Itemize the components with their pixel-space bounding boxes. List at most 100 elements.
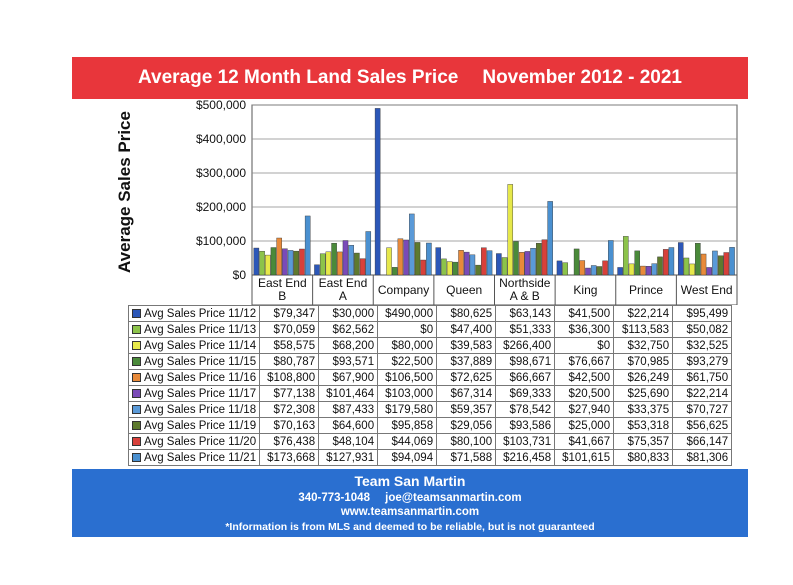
data-label: $93,571 xyxy=(318,353,379,370)
bar xyxy=(556,260,563,276)
data-label: $25,000 xyxy=(554,417,615,434)
data-label: $30,000 xyxy=(318,305,379,322)
series-name: Avg Sales Price 11/18 xyxy=(144,403,257,416)
legend-swatch xyxy=(132,404,141,414)
bar-chart: $0 $100,000 $200,000 $300,000 $400,000 $500,0… xyxy=(196,98,738,305)
data-label: $27,940 xyxy=(554,401,615,418)
y-tick-label: $400,000 xyxy=(196,132,246,146)
footer-website[interactable]: www.teamsanmartin.com xyxy=(340,506,480,518)
series-name: Avg Sales Price 11/12 xyxy=(144,307,257,320)
bar xyxy=(634,250,640,276)
legend-swatch xyxy=(132,388,141,398)
data-label: $95,858 xyxy=(377,417,438,434)
x-tick-label: Queen xyxy=(446,283,482,297)
x-tick-label: A & B xyxy=(510,289,540,303)
legend-swatch xyxy=(132,308,141,318)
data-label: $80,787 xyxy=(259,353,320,370)
y-tick-label: $300,000 xyxy=(196,166,246,180)
legend-entry: Avg Sales Price 11/12 xyxy=(127,305,261,322)
bar xyxy=(365,231,372,276)
series-name: Avg Sales Price 11/17 xyxy=(144,387,257,400)
data-label: $47,400 xyxy=(436,321,497,338)
bar xyxy=(374,108,381,276)
data-label: $127,931 xyxy=(318,449,379,466)
legend-swatch xyxy=(132,420,141,430)
bar xyxy=(270,247,277,276)
y-tick-label: $500,000 xyxy=(196,98,246,112)
data-table: Avg Sales Price 11/12 $79,347 $30,000 $490,… xyxy=(127,305,733,466)
table-row: Avg Sales Price 11/19 $70,163 $64,600 $95,8… xyxy=(127,417,733,434)
data-label: $81,306 xyxy=(672,449,733,466)
bar xyxy=(475,264,481,276)
legend-entry: Avg Sales Price 11/20 xyxy=(127,433,261,450)
data-label: $101,615 xyxy=(554,449,615,466)
data-label: $78,542 xyxy=(495,401,556,418)
footer-banner: Team San Martin 340-773-1048 joe@teamsan… xyxy=(72,469,748,537)
data-label: $58,575 xyxy=(259,337,320,354)
table-row: Avg Sales Price 11/14 $58,575 $68,200 $80,0… xyxy=(127,337,733,354)
data-label: $69,333 xyxy=(495,385,556,402)
data-label: $36,300 xyxy=(554,321,615,338)
data-label: $98,671 xyxy=(495,353,556,370)
table-row: Avg Sales Price 11/17 $77,138 $101,464 $103… xyxy=(127,385,733,402)
data-label: $32,750 xyxy=(613,337,674,354)
bar xyxy=(712,250,718,276)
legend-entry: Avg Sales Price 11/21 xyxy=(127,449,261,466)
bar xyxy=(354,252,360,276)
bar xyxy=(695,243,701,276)
bar xyxy=(579,260,586,276)
bar xyxy=(496,253,502,276)
bar xyxy=(541,239,548,276)
data-label: $22,214 xyxy=(613,305,674,322)
data-label: $48,104 xyxy=(318,433,379,450)
data-label: $106,500 xyxy=(377,369,438,386)
footer-email[interactable]: joe@teamsanmartin.com xyxy=(385,492,522,504)
data-label: $70,727 xyxy=(672,401,733,418)
data-label: $56,625 xyxy=(672,417,733,434)
bar xyxy=(446,261,453,276)
series-name: Avg Sales Price 11/21 xyxy=(144,451,257,464)
bar xyxy=(435,247,441,276)
legend-swatch xyxy=(132,372,141,382)
data-label: $490,000 xyxy=(377,305,438,322)
bar xyxy=(331,242,337,276)
bar xyxy=(700,253,707,276)
bar xyxy=(518,252,525,276)
legend-entry: Avg Sales Price 11/18 xyxy=(127,401,261,418)
data-label: $93,586 xyxy=(495,417,556,434)
data-label: $0 xyxy=(554,337,615,354)
data-label: $75,357 xyxy=(613,433,674,450)
data-label: $67,900 xyxy=(318,369,379,386)
chart-title-banner: Average 12 Month Land Sales Price Novemb… xyxy=(72,57,748,99)
bar xyxy=(645,266,652,276)
bar xyxy=(608,240,614,276)
data-label: $173,668 xyxy=(259,449,320,466)
data-label: $62,562 xyxy=(318,321,379,338)
data-label: $59,357 xyxy=(436,401,497,418)
bar xyxy=(337,251,343,276)
data-label: $29,056 xyxy=(436,417,497,434)
chart-title: Average 12 Month Land Sales Price xyxy=(138,67,459,88)
bar xyxy=(259,250,265,276)
x-tick-label: Company xyxy=(378,283,429,297)
bar xyxy=(640,265,646,276)
data-label: $44,069 xyxy=(377,433,438,450)
data-label: $66,147 xyxy=(672,433,733,450)
series-name: Avg Sales Price 11/19 xyxy=(144,419,257,432)
x-tick-label: Prince xyxy=(629,283,663,297)
legend-swatch xyxy=(132,340,141,350)
data-label: $80,100 xyxy=(436,433,497,450)
series-name: Avg Sales Price 11/14 xyxy=(144,339,257,352)
bar xyxy=(420,259,426,276)
bar xyxy=(265,254,271,276)
series-name: Avg Sales Price 11/20 xyxy=(144,435,257,448)
data-label: $103,000 xyxy=(377,385,438,402)
legend-swatch xyxy=(132,324,141,334)
data-label: $101,464 xyxy=(318,385,379,402)
bar xyxy=(397,238,404,276)
x-tick-label: B xyxy=(278,289,286,303)
data-label: $93,279 xyxy=(672,353,733,370)
data-label: $70,163 xyxy=(259,417,320,434)
bar xyxy=(689,263,695,276)
bar xyxy=(391,267,398,276)
